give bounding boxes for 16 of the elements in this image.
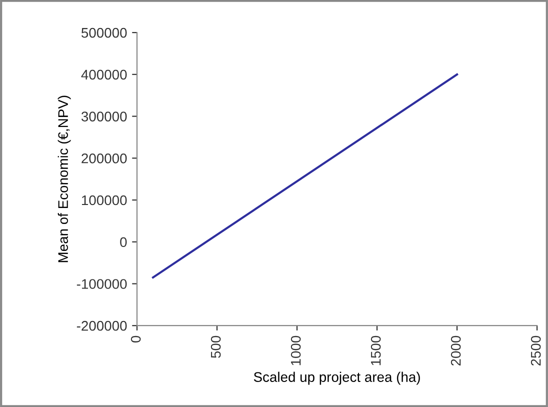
x-axis-title: Scaled up project area (ha): [254, 372, 420, 385]
y-tick-label: -200000: [76, 320, 127, 331]
y-tick-label: 0: [120, 237, 127, 248]
y-tick-label: 200000: [82, 153, 127, 164]
x-tick-label: 1000: [290, 336, 301, 366]
x-tick-label: 1500: [370, 336, 381, 366]
x-tick-label: 2000: [450, 336, 461, 366]
y-axis-title: Mean of Economic (€,NPV): [58, 96, 71, 262]
y-tick-label: 400000: [81, 70, 127, 80]
y-tick-label: 500000: [81, 28, 127, 38]
y-tick-label: 100000: [82, 195, 127, 206]
y-tick-label: 300000: [81, 112, 127, 122]
x-tick-label: 500: [210, 336, 221, 358]
x-tick-label: 0: [130, 336, 141, 343]
y-tick-label: -100000: [76, 279, 127, 289]
x-tick-label: 2500: [530, 336, 541, 366]
